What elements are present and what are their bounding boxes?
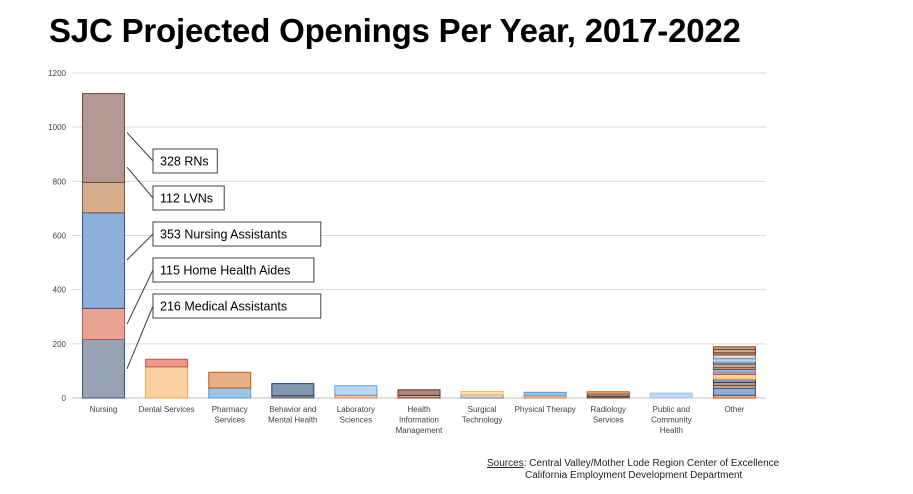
annotation-label: 112 LVNs [160,192,213,206]
x-tick-label: Behavior and Mental Health [268,405,317,425]
x-tick-label: Pharmacy Services [212,405,248,425]
y-tick-label: 1200 [48,69,66,78]
bars [82,93,756,399]
bar-segment [82,212,126,309]
y-tick-label: 400 [53,286,67,295]
y-axis-tick-labels: 0 200 400 600 800 1000 1200 [48,69,66,403]
bar-segment [82,181,126,214]
bar-segment [712,354,756,360]
y-tick-label: 0 [62,394,67,403]
x-tick-label: Dental Services [139,405,195,414]
bar-segment [271,383,315,397]
annotation-leader [126,269,154,325]
x-tick-label: Health Information Management [396,405,443,435]
sources-note: Sources: Central Valley/Mother Lode Regi… [487,458,779,482]
bar-segment [82,339,126,399]
bar-segment [523,391,567,397]
x-tick-label: Laboratory Sciences [337,405,375,425]
x-axis-category-labels: Nursing Dental Services Pharmacy Services Be… [90,405,745,435]
bar-segment [460,391,504,396]
annotation-box [152,257,315,283]
annotation-label: 328 RNs [160,155,209,169]
x-tick-label: Physical Therapy [515,405,576,414]
annotation-label: 216 Medical Assistants [160,300,287,314]
x-tick-label: Nursing [90,405,118,414]
annotation-leader [126,305,154,369]
annotation-box [152,293,322,319]
annotation-box [152,221,322,247]
bar-segment [145,366,189,399]
annotation-leader [126,166,154,199]
bar-segment [712,388,756,396]
x-tick-label: Public and Community Health [651,405,691,435]
bar-segment [334,385,378,396]
sources-label: Sources [487,458,524,469]
annotation-box [152,185,225,211]
annotation-leader [126,233,154,261]
bar-segment [397,389,441,396]
bar-segment [712,346,756,351]
y-tick-label: 1000 [48,123,66,132]
bar-segment [82,307,126,340]
x-tick-label: Surgical Technology [462,405,502,425]
bar-segment [586,391,630,395]
x-tick-label: Other [724,405,744,414]
bar-segment [208,387,252,399]
annotation-label: 353 Nursing Assistants [160,228,287,242]
y-tick-label: 600 [53,232,67,241]
sources-line-1: : Central Valley/Mother Lode Region Cent… [523,458,780,469]
x-tick-label: Radiology Services [590,405,626,425]
annotations: 328 RNs 112 LVNs 353 Nursing Assistants 115… [126,132,322,369]
bar-segment [712,373,756,380]
annotation-leader [126,132,154,162]
annotation-box [152,148,218,174]
chart-title: SJC Projected Openings Per Year, 2017-20… [49,12,741,49]
annotation-label: 115 Home Health Aides [160,264,290,278]
y-tick-label: 800 [53,177,67,186]
bar-segment [649,392,693,399]
bar-segment [208,371,252,389]
bar-segment [145,358,189,368]
y-tick-label: 200 [53,340,67,349]
sources-line-2: California Employment Development Depart… [525,470,743,481]
bar-segment [82,93,126,183]
